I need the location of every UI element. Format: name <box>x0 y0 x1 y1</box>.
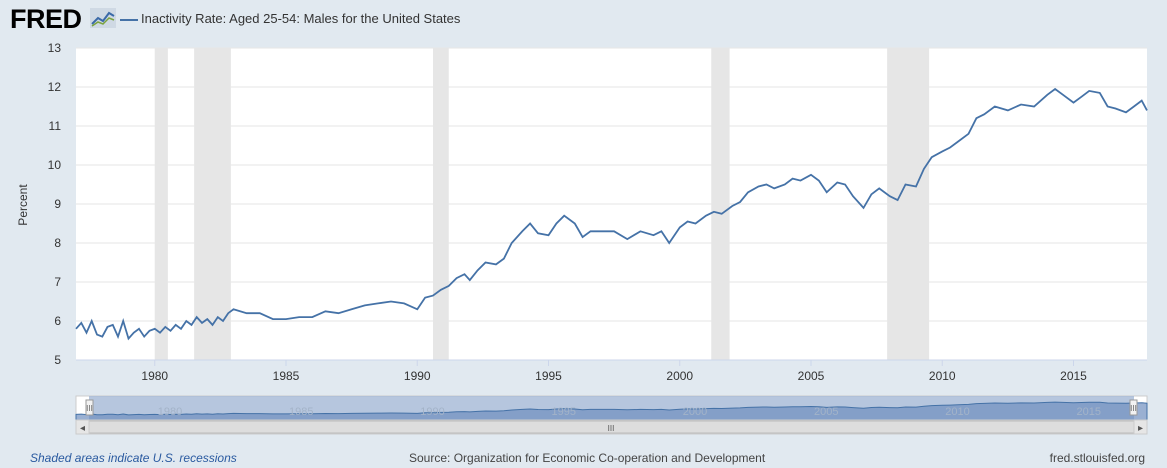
navigator-label: 2005 <box>814 406 838 418</box>
site-link[interactable]: fred.stlouisfed.org <box>1049 451 1145 465</box>
chart-footer: Shaded areas indicate U.S. recessions So… <box>0 449 1167 467</box>
navigator-label: 1980 <box>158 406 182 418</box>
x-tick-label: 1995 <box>535 369 562 383</box>
x-tick-label: 2010 <box>929 369 956 383</box>
chart-header: FRED Inactivity Rate: Aged 25-54: Males … <box>0 0 1167 40</box>
scrollbar-grip-icon: III <box>608 424 615 433</box>
navigator-series-area <box>75 401 1148 421</box>
navigator-labels: 1980 1985 1990 1995 2000 2005 2010 2015 <box>158 406 1101 418</box>
y-tick-label: 7 <box>54 275 61 289</box>
x-tick-label: 2000 <box>666 369 693 383</box>
y-tick-label: 6 <box>54 314 61 328</box>
x-tick-label: 1990 <box>404 369 431 383</box>
navigator-label: 1995 <box>552 406 576 418</box>
x-tick-label: 2015 <box>1060 369 1087 383</box>
scroll-right-button[interactable] <box>1133 419 1148 435</box>
y-tick-label: 12 <box>48 80 62 94</box>
recession-note: Shaded areas indicate U.S. recessions <box>30 451 237 465</box>
x-tick-label: 2005 <box>798 369 825 383</box>
navigator-right-handle[interactable]: III <box>1129 399 1138 416</box>
navigator[interactable]: 1980 1985 1990 1995 2000 2005 2010 2015 III III… <box>75 395 1148 435</box>
y-tick-label: 13 <box>48 41 62 55</box>
y-tick-label: 9 <box>54 197 61 211</box>
y-tick-label: 8 <box>54 236 61 250</box>
y-tick-labels: 5 6 7 8 9 10 11 12 13 <box>48 41 62 367</box>
x-tick-label: 1980 <box>141 369 168 383</box>
navigator-label: 2010 <box>945 406 969 418</box>
navigator-label: 2000 <box>683 406 707 418</box>
navigator-label: 1985 <box>289 406 313 418</box>
y-tick-label: 10 <box>48 158 62 172</box>
arrow-right-icon: ▸ <box>1138 423 1143 434</box>
x-tick-labels: 1980 1985 1990 1995 2000 2005 2010 2015 <box>76 359 1147 383</box>
legend-swatch <box>120 18 138 21</box>
series-line[interactable] <box>75 87 1148 341</box>
navigator-label: 2015 <box>1077 406 1101 418</box>
source-credit[interactable]: Source: Organization for Economic Co-ope… <box>409 451 766 465</box>
y-tick-label: 5 <box>54 353 61 367</box>
legend-label: Inactivity Rate: Aged 25-54: Males for t… <box>141 11 461 26</box>
grip-icon: III <box>86 404 93 413</box>
navigator-label: 1990 <box>420 406 444 418</box>
grip-icon: III <box>1130 404 1137 413</box>
x-tick-label: 1985 <box>273 369 300 383</box>
chart-canvas: 5 6 7 8 9 10 11 12 13 1980 1985 1990 1995 2000 2005 20… <box>16 41 1148 435</box>
navigator-left-handle[interactable]: III <box>85 399 94 416</box>
chart-legend[interactable]: Inactivity Rate: Aged 25-54: Males for t… <box>120 11 460 26</box>
arrow-left-icon: ◂ <box>80 423 85 434</box>
y-tick-label: 11 <box>49 119 62 133</box>
scroll-left-button[interactable] <box>75 419 90 435</box>
line-graph-icon <box>90 8 116 28</box>
y-axis-label: Percent <box>16 184 30 226</box>
fred-logo[interactable]: FRED <box>10 4 82 34</box>
